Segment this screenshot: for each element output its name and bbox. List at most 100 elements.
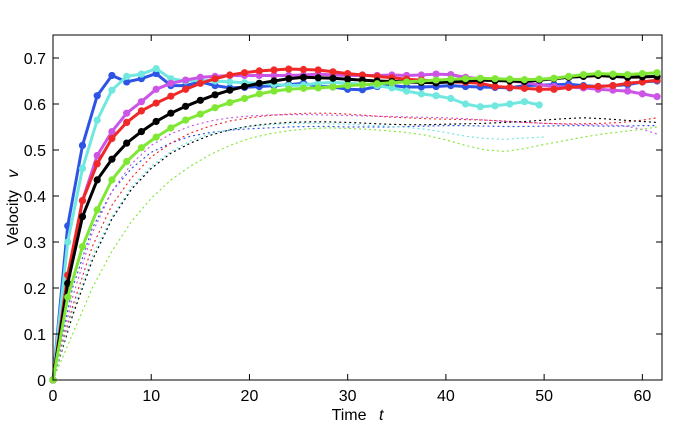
marker-series <box>49 65 661 384</box>
data-point <box>520 76 529 84</box>
data-point <box>299 65 308 74</box>
series-line <box>51 72 658 381</box>
data-point <box>417 77 425 85</box>
data-point <box>344 75 352 83</box>
data-point <box>137 98 146 106</box>
data-point <box>358 86 367 94</box>
data-point <box>78 197 87 205</box>
data-point <box>535 101 543 109</box>
plot-frame <box>52 34 663 381</box>
data-point <box>285 75 293 83</box>
data-point <box>579 70 588 79</box>
y-tick-label: 0.1 <box>24 327 46 344</box>
data-point <box>196 73 204 81</box>
data-point <box>388 84 396 92</box>
data-point <box>182 76 190 84</box>
data-point <box>78 141 87 149</box>
marker-series <box>49 69 661 384</box>
data-point <box>550 74 558 82</box>
data-point <box>211 91 219 99</box>
data-point <box>108 155 116 163</box>
series-line <box>52 122 545 381</box>
data-point <box>403 78 411 86</box>
data-point <box>461 100 470 108</box>
data-point <box>638 90 646 98</box>
series-line <box>52 112 658 381</box>
data-point <box>506 100 514 108</box>
data-point <box>137 144 146 152</box>
x-axis-label-text: Time <box>332 407 367 424</box>
data-point <box>255 79 263 87</box>
data-point <box>182 102 190 110</box>
data-point <box>123 72 131 80</box>
x-tick-label: 20 <box>241 388 259 405</box>
axis-ticks: 0 10 20 30 40 50 60 0 0.1 0.2 0.3 0.4 0.5 0.6 0.7 <box>24 35 662 405</box>
data-point <box>211 75 219 83</box>
data-point <box>152 64 160 73</box>
data-point <box>329 74 337 82</box>
data-point <box>137 128 146 136</box>
data-point <box>344 70 352 78</box>
series-line <box>52 113 658 381</box>
data-point <box>535 85 543 93</box>
data-point <box>285 65 293 73</box>
data-point <box>594 70 602 78</box>
data-point <box>506 75 514 83</box>
series-line <box>51 67 658 381</box>
marker-series <box>49 70 661 384</box>
data-point <box>123 109 131 117</box>
data-point <box>196 110 204 118</box>
data-point <box>638 78 646 86</box>
data-point <box>108 86 116 94</box>
data-point <box>167 124 175 132</box>
data-point <box>314 66 322 74</box>
data-point <box>314 74 322 82</box>
data-point <box>93 176 101 184</box>
data-point <box>653 69 661 77</box>
y-tick-label: 0.5 <box>24 143 46 160</box>
data-point <box>550 85 558 93</box>
data-point <box>299 73 308 81</box>
data-point <box>78 164 87 172</box>
data-point <box>152 117 160 126</box>
x-tick-label: 0 <box>49 388 58 405</box>
series-line <box>51 67 540 381</box>
data-point <box>123 139 131 147</box>
data-point <box>476 103 484 111</box>
marker-series <box>49 70 661 384</box>
data-point <box>152 85 160 93</box>
y-tick-label: 0.7 <box>24 51 46 68</box>
data-point <box>152 133 160 141</box>
data-point <box>491 82 499 91</box>
data-point <box>93 92 101 100</box>
data-point <box>624 87 632 95</box>
data-point <box>476 74 484 82</box>
data-point <box>270 71 278 80</box>
data-point <box>447 94 455 103</box>
data-point <box>108 128 116 136</box>
data-point <box>417 90 425 98</box>
data-point <box>373 80 381 88</box>
data-point <box>461 75 470 83</box>
data-point <box>93 160 101 168</box>
data-point <box>196 96 204 104</box>
data-point <box>491 102 499 110</box>
data-point <box>226 71 234 79</box>
x-axis-label-variable: t <box>379 407 384 424</box>
data-point <box>594 82 602 91</box>
data-point <box>240 94 249 103</box>
data-point <box>609 70 617 78</box>
y-tick-label: 0.6 <box>24 97 46 114</box>
x-tick-label: 50 <box>535 388 553 405</box>
data-point <box>417 71 425 79</box>
series-line <box>52 124 658 381</box>
data-point <box>182 85 190 93</box>
data-point <box>432 76 440 84</box>
data-point <box>255 67 263 75</box>
data-point <box>388 79 396 87</box>
y-tick-label: 0 <box>37 373 46 390</box>
data-point <box>447 75 455 83</box>
dotted-series <box>52 122 545 381</box>
data-point <box>108 134 116 143</box>
data-point <box>329 68 337 76</box>
